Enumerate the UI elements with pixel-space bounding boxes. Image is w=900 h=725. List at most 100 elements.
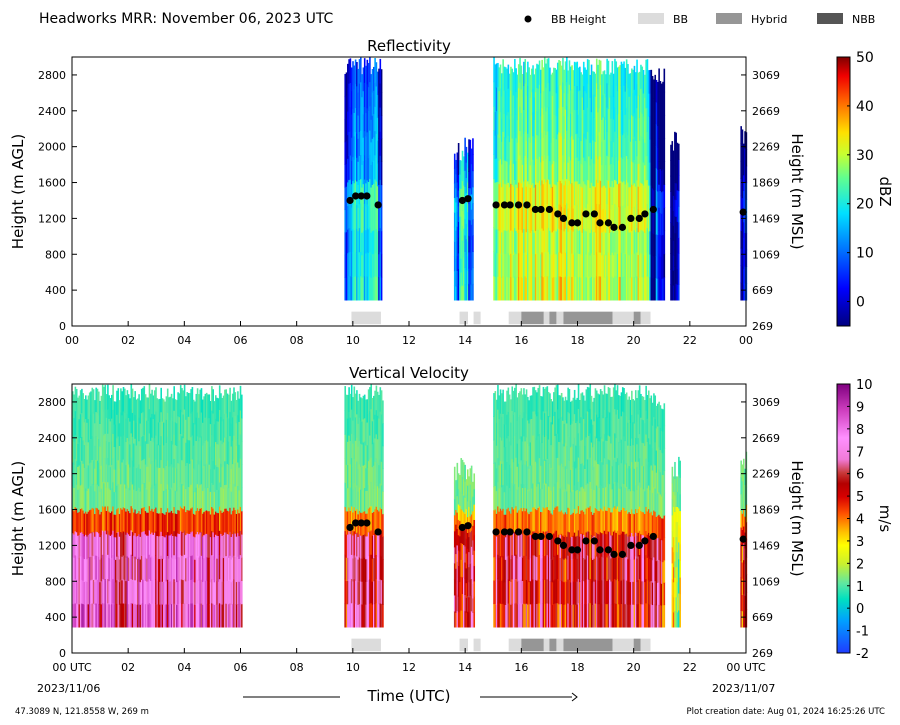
- heatmap-cell: [659, 146, 662, 170]
- heatmap-cell: [146, 558, 148, 582]
- heatmap-cell: [660, 105, 663, 128]
- heatmap-cell: [73, 487, 75, 512]
- heatmap-cell: [634, 437, 637, 462]
- heatmap-cell: [540, 253, 542, 278]
- heatmap-cell: [460, 508, 463, 527]
- heatmap-cell: [740, 160, 742, 179]
- heatmap-cell: [221, 420, 224, 445]
- heatmap-cell: [572, 231, 575, 255]
- heatmap-cell: [508, 580, 511, 605]
- heatmap-cell: [81, 460, 83, 485]
- heatmap-cell: [374, 579, 376, 604]
- heatmap-cell: [176, 513, 178, 537]
- heatmap-cell: [360, 130, 362, 156]
- heatmap-cell: [83, 604, 86, 628]
- heatmap-cell: [516, 512, 519, 536]
- heatmap-cell: [588, 83, 590, 109]
- heatmap-cell: [582, 441, 585, 466]
- heatmap-cell: [530, 557, 533, 582]
- heatmap-cell: [105, 394, 108, 418]
- heatmap-cell: [205, 416, 208, 441]
- heatmap-cell: [140, 388, 143, 414]
- heatmap-cell: [91, 411, 94, 437]
- heatmap-cell: [371, 535, 374, 559]
- heatmap-cell: [543, 275, 546, 301]
- heatmap-cell: [582, 511, 585, 535]
- heatmap-cell: [470, 546, 473, 563]
- heatmap-cell: [99, 513, 101, 538]
- heatmap-cell: [536, 111, 538, 136]
- heatmap-cell: [190, 389, 192, 414]
- heatmap-cell: [525, 460, 528, 485]
- heatmap-cell: [91, 387, 94, 413]
- heatmap-cell: [91, 507, 94, 532]
- heatmap-cell: [94, 604, 96, 628]
- heatmap-cell: [636, 466, 638, 491]
- heatmap-cell: [469, 251, 472, 269]
- heatmap-cell: [623, 276, 625, 301]
- heatmap-cell: [109, 604, 112, 628]
- heatmap-cell: [96, 484, 99, 509]
- heatmap-cell: [619, 442, 621, 466]
- heatmap-cell: [592, 514, 594, 538]
- heatmap-cell: [345, 231, 348, 255]
- heatmap-cell: [344, 141, 347, 165]
- heatmap-cell: [605, 533, 607, 558]
- heatmap-cell: [502, 484, 504, 509]
- heatmap-cell: [602, 71, 605, 95]
- heatmap-cell: [540, 395, 542, 420]
- heatmap-cell: [101, 578, 104, 604]
- heatmap-cell: [563, 184, 566, 209]
- heatmap-cell: [540, 92, 542, 117]
- heatmap-cell: [469, 155, 472, 173]
- heatmap-cell: [118, 536, 121, 560]
- heatmap-cell: [572, 70, 575, 94]
- heatmap-cell: [468, 476, 470, 492]
- heatmap-cell: [374, 130, 376, 156]
- heatmap-cell: [499, 531, 502, 557]
- heatmap-cell: [562, 397, 564, 421]
- heatmap-cell: [605, 416, 607, 441]
- heatmap-cell: [564, 442, 567, 467]
- heatmap-cell: [199, 484, 201, 509]
- heatmap-cell: [371, 92, 374, 116]
- heatmap-cell: [183, 433, 186, 458]
- heatmap-cell: [582, 61, 585, 87]
- heatmap-cell: [744, 249, 746, 267]
- heatmap-cell: [740, 178, 742, 197]
- heatmap-cell: [644, 277, 646, 301]
- heatmap-cell: [525, 163, 528, 187]
- heatmap-cell: [108, 464, 110, 489]
- heatmap-cell: [540, 511, 542, 536]
- heatmap-cell: [571, 65, 573, 90]
- heatmap-cell: [464, 529, 466, 547]
- heatmap-cell: [611, 603, 614, 628]
- heatmap-cell: [222, 441, 225, 466]
- heatmap-cell: [74, 506, 77, 532]
- heatmap-cell: [538, 506, 541, 531]
- heatmap-cell: [225, 436, 227, 462]
- heatmap-cell: [369, 251, 371, 277]
- heatmap-cell: [619, 488, 621, 512]
- heatmap-cell: [554, 387, 556, 412]
- heatmap-cell: [109, 512, 112, 536]
- heatmap-cell: [644, 74, 646, 98]
- heatmap-cell: [133, 535, 135, 559]
- heatmap-cell: [122, 531, 125, 556]
- heatmap-cell: [504, 604, 507, 628]
- heatmap-cell: [576, 157, 579, 182]
- heatmap-cell: [155, 435, 157, 460]
- heatmap-cell: [558, 108, 560, 133]
- heatmap-cell: [156, 604, 159, 628]
- heatmap-cell: [612, 186, 615, 210]
- heatmap-cell: [580, 393, 582, 418]
- heatmap-cell: [117, 459, 120, 485]
- heatmap-cell: [349, 58, 352, 84]
- heatmap-cell: [144, 603, 147, 628]
- heatmap-cell: [530, 184, 533, 208]
- heatmap-cell: [133, 489, 135, 513]
- heatmap-cell: [124, 531, 126, 556]
- heatmap-cell: [603, 554, 606, 580]
- heatmap-cell: [159, 535, 161, 560]
- heatmap-cell: [79, 555, 82, 581]
